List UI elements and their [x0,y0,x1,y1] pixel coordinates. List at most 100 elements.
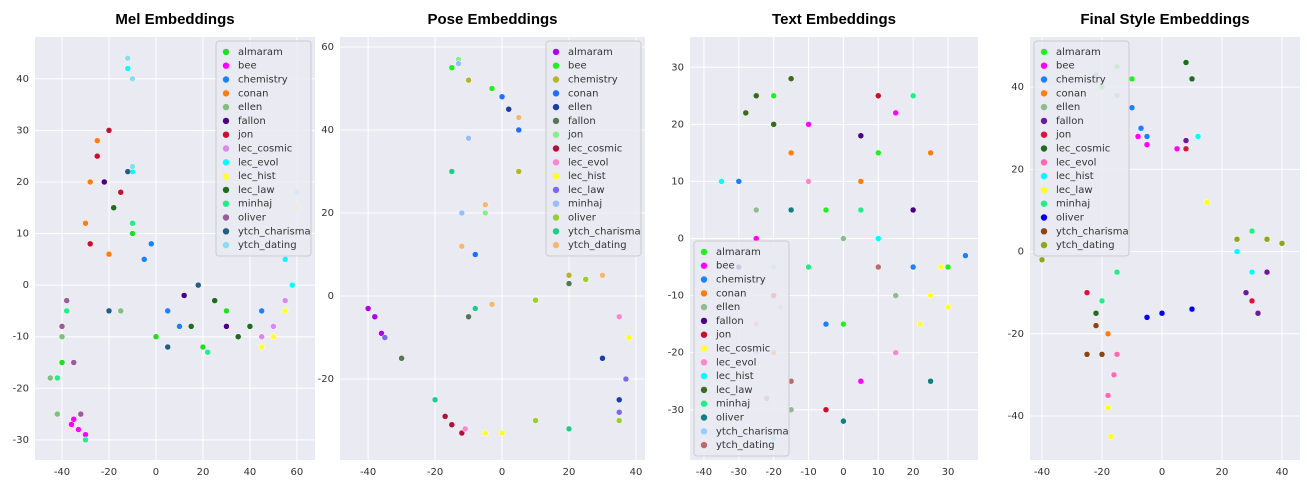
legend-label: minhaj [1056,199,1090,210]
point [148,240,155,248]
legend-marker [552,76,560,83]
y-tick-label: 20 [1011,164,1024,175]
point [1182,137,1190,144]
legend-marker [222,228,230,235]
point [875,92,882,100]
point [58,323,66,330]
legend-marker [700,303,708,311]
legend-label: lec_evol [568,157,608,168]
y-tick-label: 10 [671,176,684,187]
point [1107,433,1115,440]
legend-marker [552,90,560,97]
point [105,307,113,315]
legend-label: conan [716,288,746,299]
x-tick-label: 0 [153,467,159,477]
point [1188,75,1196,83]
y-tick-label: 40 [321,125,334,136]
point [1263,236,1271,243]
y-tick-label: -10 [668,291,684,302]
legend-label: chemistry [238,75,288,86]
legend-label: minhaj [568,199,602,210]
point [258,343,265,351]
point [77,410,85,418]
point [1158,309,1166,317]
point [93,152,101,160]
legend-marker [552,103,560,111]
point [398,355,405,362]
y-tick-label: 30 [16,125,29,136]
point [381,334,389,341]
x-tick-label: -20 [1094,467,1110,477]
point [927,377,934,385]
x-tick-label: 0 [499,467,505,477]
legend-marker [222,48,230,56]
y-tick-label: 30 [671,62,684,73]
point [458,209,466,217]
legend-label: jon [567,130,583,141]
point [129,75,136,83]
point [805,121,812,128]
legend-label: oliver [716,413,745,424]
point [1248,268,1256,276]
point [195,281,202,289]
chart-title: Pose Embeddings [427,11,557,28]
point [441,413,449,420]
y-tick-label: -20 [13,383,29,394]
y-tick-label: -10 [13,332,29,343]
point [1254,309,1262,317]
point [82,436,89,444]
legend-box [693,240,790,457]
point [515,126,523,134]
point [472,305,479,312]
point [1143,141,1151,148]
point [498,93,506,101]
y-tick-label: -30 [668,405,684,416]
legend-marker [1040,131,1048,138]
legend-label: ellen [716,302,740,313]
legend-label: minhaj [238,199,272,210]
point [1104,404,1112,412]
legend-marker [222,159,230,166]
y-tick-label: 60 [321,42,334,53]
point [857,377,865,385]
point [1263,268,1271,276]
legend-label: lec_hist [238,171,276,182]
point [246,323,254,330]
y-tick-label: 10 [16,229,29,240]
point [822,320,830,328]
point [465,135,472,142]
point [93,137,101,144]
legend-label: minhaj [716,399,750,410]
point [455,60,462,67]
point [626,334,633,341]
x-tick-label: -30 [731,467,747,477]
point [164,307,171,315]
legend-marker [700,276,708,283]
point [448,168,456,175]
point [199,343,207,351]
point [1203,199,1211,206]
point [787,206,795,214]
legend-label: chemistry [716,275,766,286]
legend-marker [700,359,708,366]
y-tick-label: 20 [16,177,29,188]
x-tick-label: 20 [563,467,576,477]
legend: almaram bee chemistry conan ellen fallon jon le… [545,40,642,257]
point [1110,371,1118,379]
point [498,429,506,437]
legend-marker [1040,76,1048,83]
legend-marker [552,214,560,221]
point [364,305,372,312]
point [909,92,917,100]
point [1128,104,1136,111]
legend-label: ytch_charisma [568,226,641,237]
point [465,76,472,84]
x-tick-label: 30 [942,467,955,477]
point [1278,240,1286,247]
point [1188,305,1196,313]
legend-marker [552,48,560,56]
y-tick-label: -20 [1008,329,1024,340]
point [465,313,472,321]
legend-label: almaram [1056,47,1101,58]
point [288,281,296,289]
